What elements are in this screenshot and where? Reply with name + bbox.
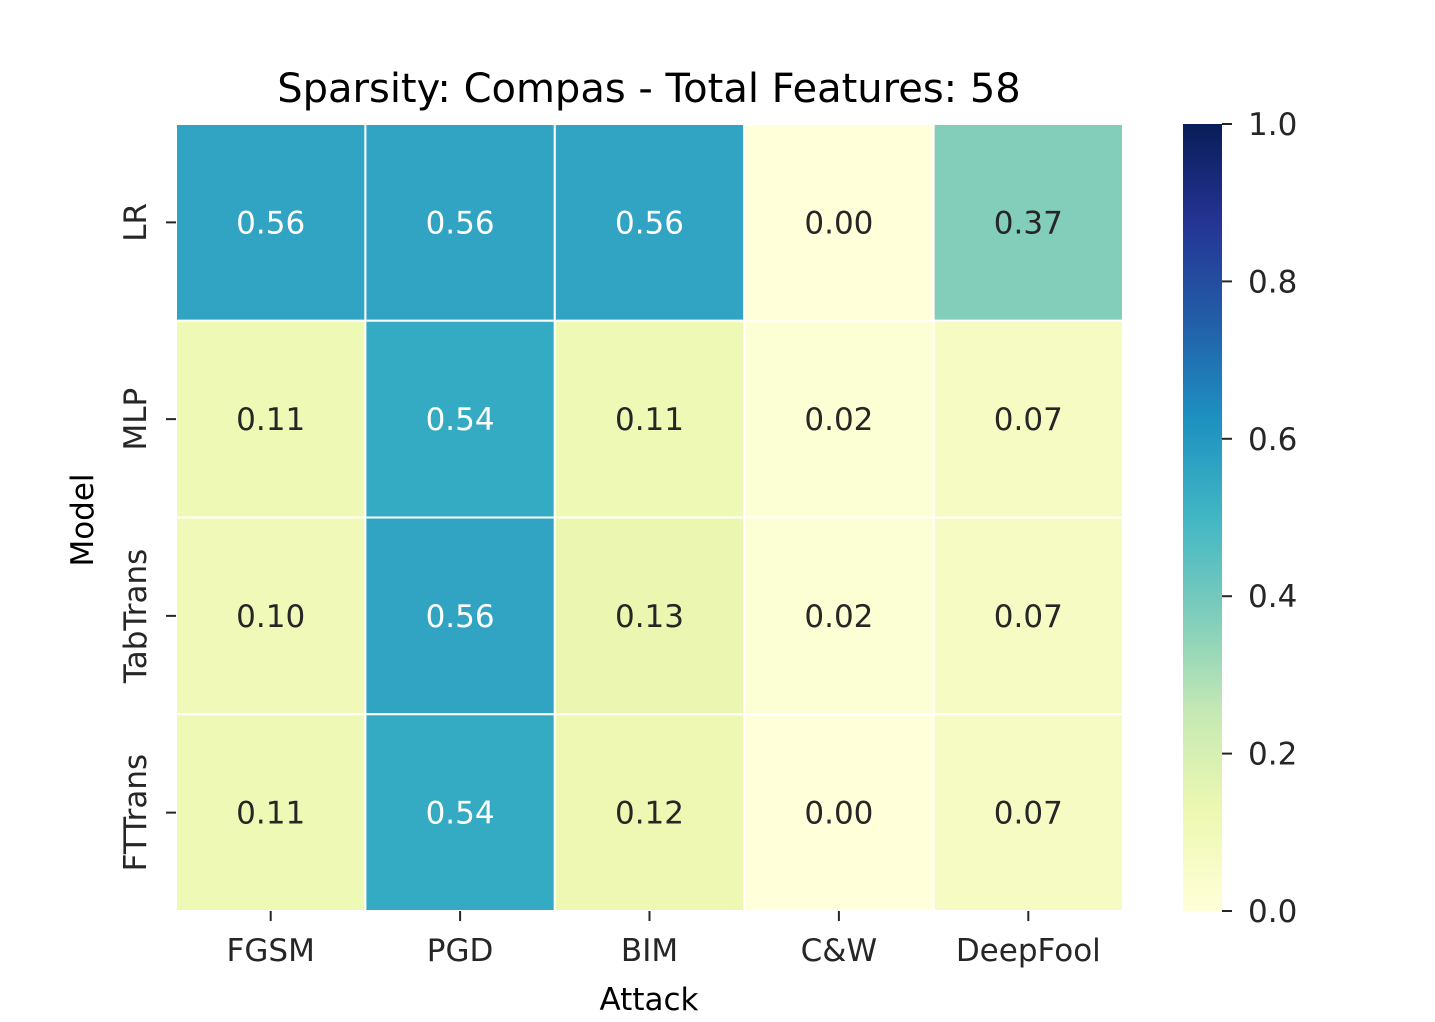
heatmap-cell <box>364 713 556 912</box>
heatmap-cell <box>553 713 746 912</box>
y-axis-ticks: LR MLP TabTrans FTTrans <box>118 203 176 871</box>
colorbar-tick-label: 0.0 <box>1248 894 1297 930</box>
heatmap-cell-label: 0.37 <box>994 205 1063 241</box>
heatmap-cell-label: 0.07 <box>994 599 1063 635</box>
heatmap-cell-label: 0.10 <box>236 599 305 635</box>
heatmap-cell <box>553 123 746 322</box>
heatmap-cell-label: 0.56 <box>426 205 495 241</box>
heatmap-cell-label: 0.07 <box>994 796 1063 832</box>
colorbar: 0.0 0.2 0.4 0.6 0.8 1.0 <box>1183 107 1297 930</box>
heatmap-cell-label: 0.11 <box>236 796 305 832</box>
x-axis-label: Attack <box>600 982 699 1018</box>
heatmap-cell <box>553 319 746 519</box>
heatmap-cell-label: 0.11 <box>615 402 684 438</box>
y-tick-label: FTTrans <box>118 754 154 872</box>
heatmap-cell <box>932 516 1124 716</box>
x-tick-label: PGD <box>427 933 494 969</box>
heatmap-cell-label: 0.07 <box>994 402 1063 438</box>
heatmap-cell <box>932 319 1124 519</box>
y-tick-label: MLP <box>118 388 154 451</box>
heatmap-cell-label: 0.56 <box>426 599 495 635</box>
heatmap-cell <box>553 516 746 716</box>
heatmap-cell-label: 0.00 <box>804 796 873 832</box>
heatmap-cell-label: 0.54 <box>426 796 495 832</box>
x-tick-label: FGSM <box>227 933 315 969</box>
heatmap-cell-label: 0.02 <box>804 402 873 438</box>
x-tick-label: BIM <box>621 933 678 969</box>
heatmap-cell-label: 0.02 <box>804 599 873 635</box>
colorbar-gradient <box>1183 124 1222 911</box>
heatmap-cell <box>932 123 1124 322</box>
y-axis-label: Model <box>65 473 101 566</box>
heatmap-cell-label: 0.56 <box>236 205 305 241</box>
heatmap-cells <box>175 123 1124 912</box>
y-tick-label: LR <box>118 203 154 242</box>
heatmap-cell <box>743 713 935 912</box>
heatmap-cell <box>364 516 556 716</box>
heatmap-cell-label: 0.12 <box>615 796 684 832</box>
y-tick-label: TabTrans <box>118 549 154 684</box>
colorbar-tick-label: 0.2 <box>1248 737 1297 773</box>
x-tick-label: C&W <box>801 933 877 969</box>
heatmap-cell <box>175 319 367 519</box>
heatmap-cell <box>743 516 935 716</box>
colorbar-tick-label: 0.4 <box>1248 579 1297 615</box>
heatmap-cell-label: 0.13 <box>615 599 684 635</box>
colorbar-ticks: 0.0 0.2 0.4 0.6 0.8 1.0 <box>1222 107 1297 930</box>
heatmap-cell <box>175 123 367 322</box>
heatmap-cell-labels: 0.56 0.56 0.56 0.00 0.37 0.11 0.54 0.11 0.02 0.07… <box>236 205 1063 831</box>
heatmap-cell <box>743 123 935 322</box>
colorbar-tick-label: 0.6 <box>1248 422 1297 458</box>
colorbar-tick-label: 1.0 <box>1248 107 1297 143</box>
colorbar-tick-label: 0.8 <box>1248 264 1297 300</box>
heatmap-cell-label: 0.56 <box>615 205 684 241</box>
x-axis-ticks: FGSM PGD BIM C&W DeepFool <box>227 911 1101 969</box>
heatmap-cell-label: 0.11 <box>236 402 305 438</box>
x-tick-label: DeepFool <box>956 933 1101 969</box>
chart-title: Sparsity: Compas - Total Features: 58 <box>277 66 1021 112</box>
heatmap-cell-label: 0.00 <box>804 205 873 241</box>
heatmap-cell-label: 0.54 <box>426 402 495 438</box>
heatmap-cell <box>364 123 556 322</box>
heatmap-cell <box>932 713 1124 912</box>
